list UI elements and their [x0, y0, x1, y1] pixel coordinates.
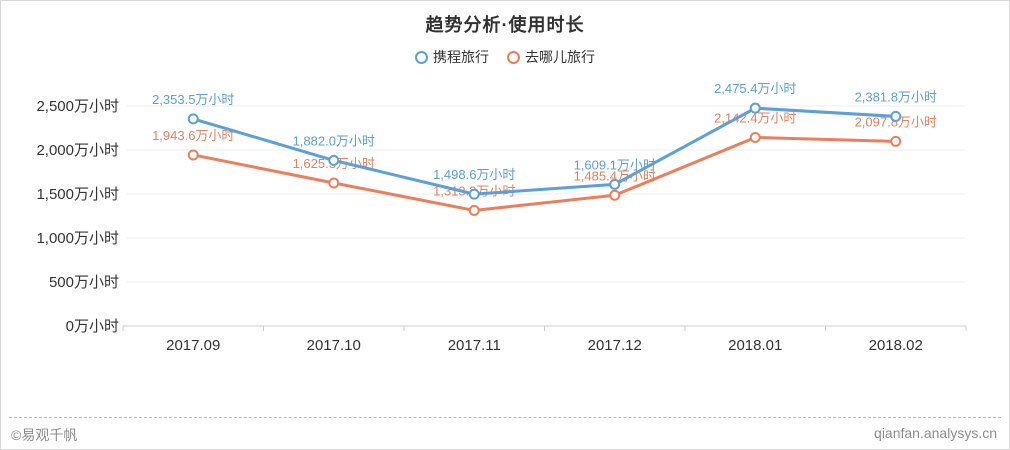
data-point-label: 2,142.4万小时 — [714, 110, 796, 125]
data-point-label: 1,882.0万小时 — [293, 133, 375, 148]
data-point-marker[interactable] — [609, 189, 621, 201]
data-point-marker[interactable] — [749, 131, 761, 143]
copyright-text: ©易观千帆 — [11, 427, 78, 443]
x-axis-category-label: 2017.12 — [588, 337, 642, 354]
data-point-marker[interactable] — [187, 113, 199, 125]
legend-item-qunar[interactable]: 去哪儿旅行 — [507, 47, 595, 67]
x-axis-category-label: 2018.01 — [728, 337, 782, 354]
series-line-携程旅行[interactable] — [192, 106, 896, 196]
data-point-label: 1,609.1万小时 — [574, 157, 656, 172]
data-point-marker[interactable] — [328, 154, 340, 166]
qunar-series-circle-icon — [507, 50, 520, 64]
data-point-label: 1,943.6万小时 — [152, 128, 234, 143]
y-axis-tick-label: 1,000万小时 — [36, 230, 119, 247]
series-line-去哪儿旅行[interactable] — [192, 135, 896, 212]
y-axis-tick-label: 500万小时 — [49, 274, 119, 291]
data-point-label: 2,353.5万小时 — [152, 92, 234, 107]
x-axis-category-label: 2018.02 — [869, 337, 923, 354]
data-point-label: 2,381.8万小时 — [855, 89, 937, 104]
x-axis-category-label: 2017.09 — [166, 337, 220, 354]
chart-legend: 携程旅行 去哪儿旅行 — [1, 47, 1009, 67]
ctrip-series-circle-icon — [415, 50, 428, 64]
data-point-marker[interactable] — [749, 102, 761, 114]
data-point-marker[interactable] — [328, 177, 340, 189]
data-point-label: 2,475.4万小时 — [714, 81, 796, 96]
data-point-marker[interactable] — [468, 204, 480, 216]
data-point-marker[interactable] — [609, 178, 621, 190]
y-axis-tick-label: 1,500万小时 — [36, 186, 119, 203]
data-point-marker[interactable] — [187, 149, 199, 161]
y-axis-tick-label: 0万小时 — [66, 318, 119, 335]
data-point-marker[interactable] — [890, 135, 902, 147]
y-axis-tick-label: 2,500万小时 — [36, 98, 119, 115]
y-axis-tick-label: 2,000万小时 — [36, 142, 119, 159]
source-site-link[interactable]: qianfan.analysys.cn — [874, 425, 997, 441]
data-point-label: 1,498.6万小时 — [433, 167, 515, 182]
legend-label-qunar: 去哪儿旅行 — [525, 49, 595, 65]
x-axis-category-label: 2017.10 — [307, 337, 361, 354]
data-point-marker[interactable] — [468, 188, 480, 200]
legend-item-ctrip[interactable]: 携程旅行 — [415, 47, 489, 67]
legend-label-ctrip: 携程旅行 — [433, 49, 489, 65]
footer-divider — [9, 417, 1001, 418]
data-point-marker[interactable] — [890, 110, 902, 122]
x-axis-category-label: 2017.11 — [448, 337, 501, 354]
chart-title: 趋势分析·使用时长 — [425, 15, 585, 35]
